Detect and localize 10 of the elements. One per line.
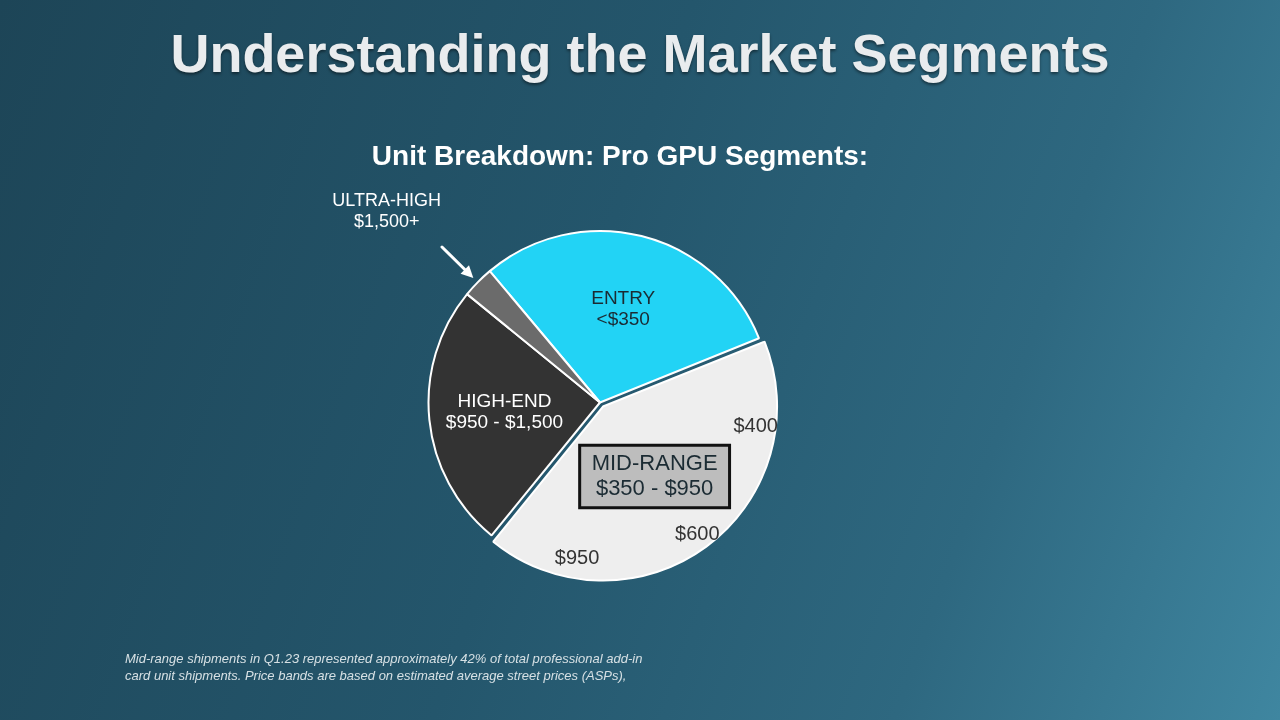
text: $400 [733, 414, 778, 437]
slice-label: MID-RANGE $350 - $950 [591, 449, 718, 501]
chart-subtitle: Unit Breakdown: Pro GPU Segments: [370, 140, 870, 172]
text: $950 [554, 545, 600, 568]
slice-label: HIGH-END $950 - $1,500 [445, 389, 564, 433]
chart-title: Understanding the Market Segments [169, 22, 1111, 84]
text: $600 [675, 522, 720, 545]
text: Mid-range shipments in Q1.23 represented approximately 42% of total professional add-in card unit shipments. Price bands are based on estimated average street prices (ASPs), [125, 650, 644, 684]
slice-label: ENTRY <$350 [591, 286, 656, 330]
slice-label: ULTRA-HIGH $1,500+ [332, 190, 442, 232]
